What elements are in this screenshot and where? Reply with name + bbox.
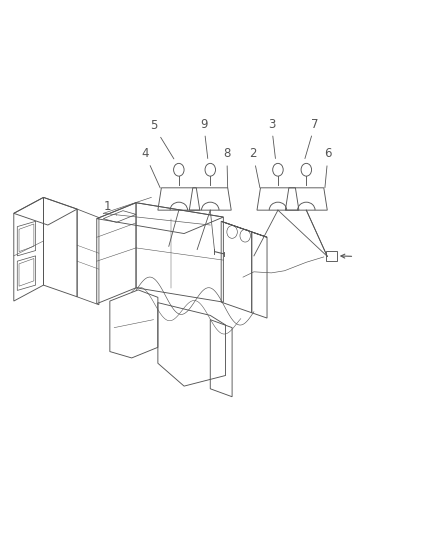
Text: 4: 4 (141, 147, 160, 188)
Bar (326, 251, 337, 261)
Text: 1: 1 (104, 200, 117, 215)
Text: 9: 9 (200, 118, 208, 158)
Text: 6: 6 (325, 147, 332, 188)
Text: 3: 3 (268, 118, 276, 158)
Text: 7: 7 (305, 118, 319, 159)
Text: 8: 8 (223, 147, 230, 188)
Text: 2: 2 (249, 147, 260, 188)
Text: 5: 5 (150, 119, 174, 159)
